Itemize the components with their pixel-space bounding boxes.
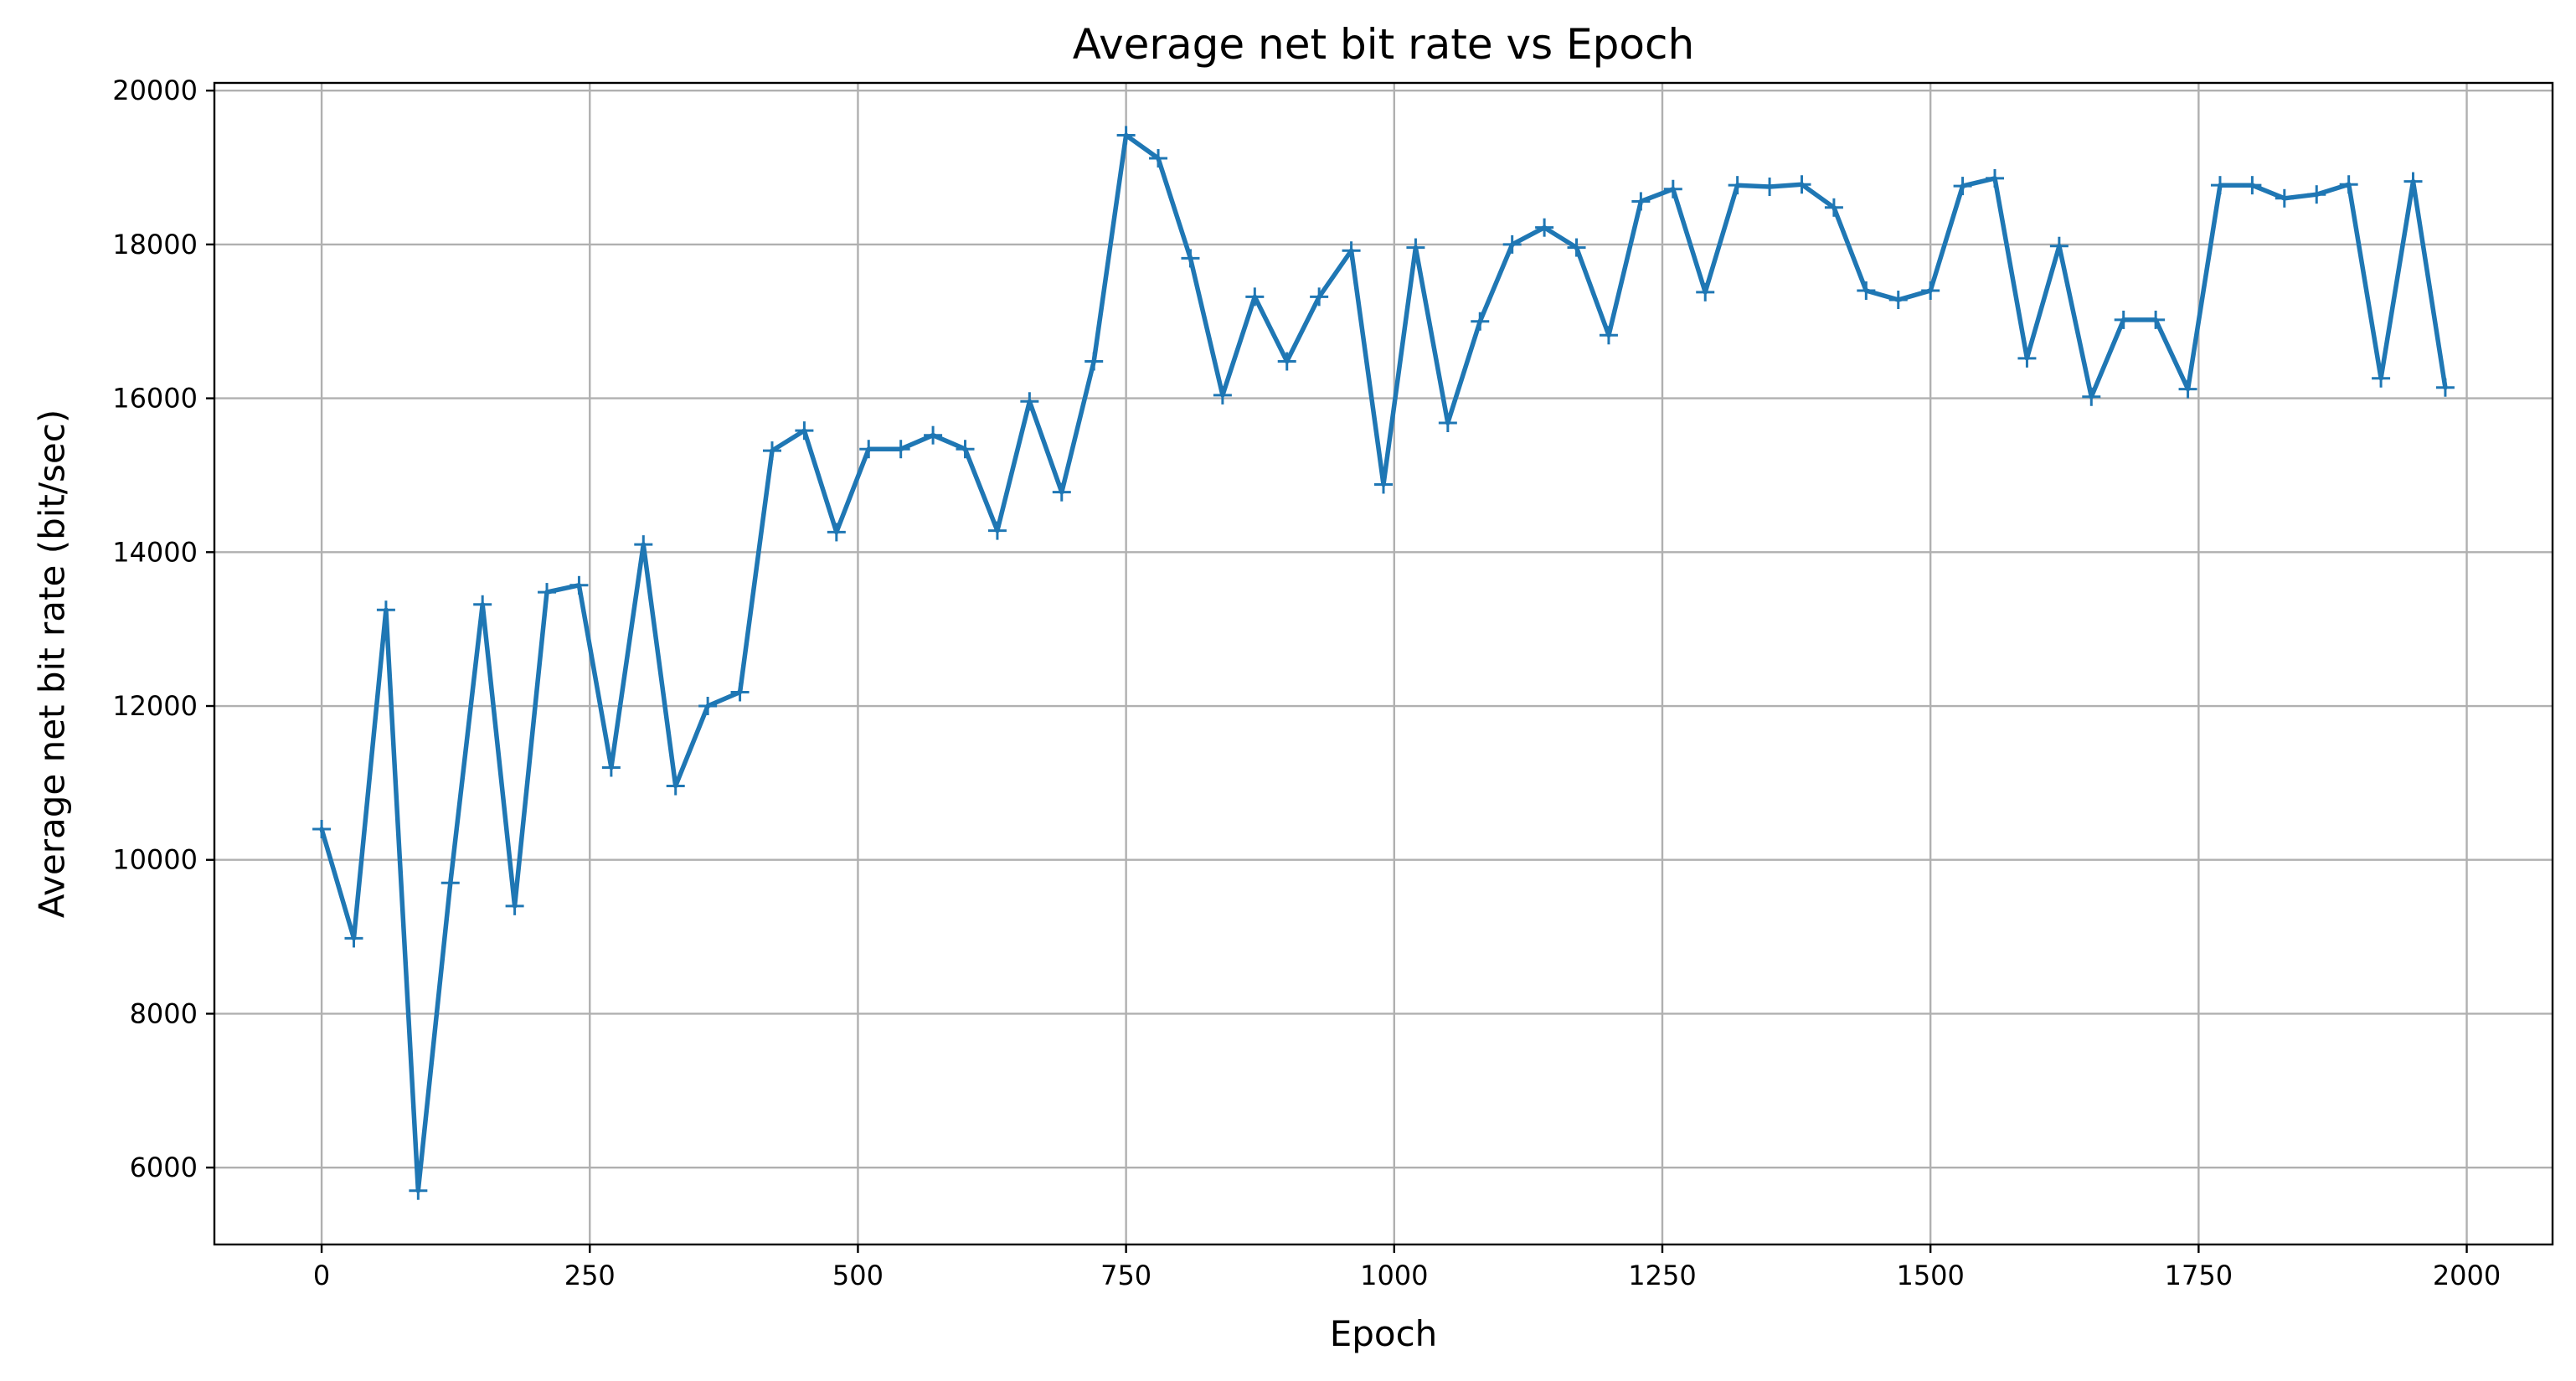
data-point xyxy=(505,896,524,915)
data-point xyxy=(1824,198,1843,217)
data-point xyxy=(1921,281,1940,301)
data-point xyxy=(1020,392,1039,411)
data-point xyxy=(2243,176,2262,195)
data-point xyxy=(1438,413,1457,432)
y-tick-label: 12000 xyxy=(112,690,198,722)
data-point xyxy=(1953,177,1972,196)
y-tick-label: 16000 xyxy=(112,383,198,415)
y-tick-label: 20000 xyxy=(112,75,198,106)
y-tick-label: 6000 xyxy=(130,1152,198,1183)
data-point xyxy=(1728,176,1747,195)
data-point xyxy=(2275,188,2294,208)
data-point xyxy=(1181,249,1200,268)
data-point xyxy=(924,425,943,445)
data-point xyxy=(538,583,557,602)
data-point xyxy=(312,819,332,838)
data-point xyxy=(762,441,781,461)
data-point xyxy=(1760,178,1780,197)
x-tick-label: 1250 xyxy=(1628,1260,1696,1291)
data-point xyxy=(2049,236,2069,255)
data-point xyxy=(956,440,975,459)
data-point xyxy=(2146,310,2166,329)
x-tick-label: 2000 xyxy=(2433,1260,2501,1291)
data-point xyxy=(1857,281,1876,301)
y-tick-label: 18000 xyxy=(112,229,198,260)
data-point xyxy=(2435,378,2455,397)
data-point xyxy=(2178,379,2197,399)
data-point xyxy=(1599,326,1618,345)
plot-frame xyxy=(213,81,2554,1246)
y-tick-label: 8000 xyxy=(130,997,198,1029)
data-point xyxy=(1406,238,1425,257)
data-point xyxy=(634,535,653,554)
y-tick-label: 14000 xyxy=(112,536,198,568)
data-point xyxy=(1116,126,1136,145)
x-axis-label: Epoch xyxy=(1330,1313,1438,1354)
data-point xyxy=(2403,172,2423,191)
data-point xyxy=(1277,352,1296,371)
y-axis-ticks: 6000 8000 10000 12000 14000 16000 18000 20000 xyxy=(112,75,214,1183)
data-point xyxy=(1631,192,1651,211)
data-point xyxy=(473,595,492,614)
data-point xyxy=(1213,385,1232,405)
data-point xyxy=(601,758,621,777)
data-point xyxy=(730,683,750,702)
data-point xyxy=(440,873,460,893)
data-point xyxy=(2307,185,2326,204)
data-point xyxy=(2017,348,2037,368)
data-point xyxy=(2339,175,2358,194)
x-tick-label: 1750 xyxy=(2165,1260,2233,1291)
x-tick-label: 500 xyxy=(832,1260,884,1291)
data-point xyxy=(827,523,846,542)
x-axis-ticks: 0 250 500 750 1000 1250 1500 1750 2000 xyxy=(313,1244,2501,1291)
data-point xyxy=(987,521,1007,540)
data-point xyxy=(2082,387,2101,406)
data-point xyxy=(1888,291,1908,310)
data-point xyxy=(1663,179,1682,198)
data-point xyxy=(891,440,910,459)
data-point xyxy=(1052,482,1071,502)
data-point xyxy=(859,440,878,459)
data-point xyxy=(1792,175,1811,194)
data-point xyxy=(344,929,363,948)
data-point xyxy=(2372,368,2391,388)
data-point xyxy=(1084,352,1104,371)
data-point xyxy=(1342,241,1361,260)
y-axis-label: Average net bit rate (bit/sec) xyxy=(32,410,73,918)
data-point xyxy=(2114,310,2133,329)
data-point xyxy=(1149,149,1168,168)
y-tick-label: 10000 xyxy=(112,844,198,876)
data-point xyxy=(698,697,718,716)
x-tick-label: 0 xyxy=(313,1260,330,1291)
data-point xyxy=(1567,238,1586,257)
data-point xyxy=(1502,234,1522,254)
grid xyxy=(214,83,2553,1244)
data-point xyxy=(409,1181,428,1200)
data-point xyxy=(666,776,685,796)
data-point xyxy=(1986,168,2005,188)
data-point xyxy=(376,600,395,620)
x-tick-label: 1000 xyxy=(1360,1260,1428,1291)
data-point xyxy=(569,575,589,595)
x-tick-label: 750 xyxy=(1100,1260,1151,1291)
data-point xyxy=(1471,312,1490,331)
chart-title: Average net bit rate vs Epoch xyxy=(1073,20,1694,69)
data-point xyxy=(1310,287,1329,307)
x-tick-label: 1500 xyxy=(1896,1260,1964,1291)
data-point xyxy=(1374,475,1393,494)
data-point xyxy=(1696,282,1715,301)
data-point xyxy=(795,421,814,441)
series-layer xyxy=(312,126,2455,1200)
data-point xyxy=(2210,176,2229,195)
data-point xyxy=(1245,287,1265,307)
data-point xyxy=(1535,218,1554,237)
x-tick-label: 250 xyxy=(564,1260,616,1291)
